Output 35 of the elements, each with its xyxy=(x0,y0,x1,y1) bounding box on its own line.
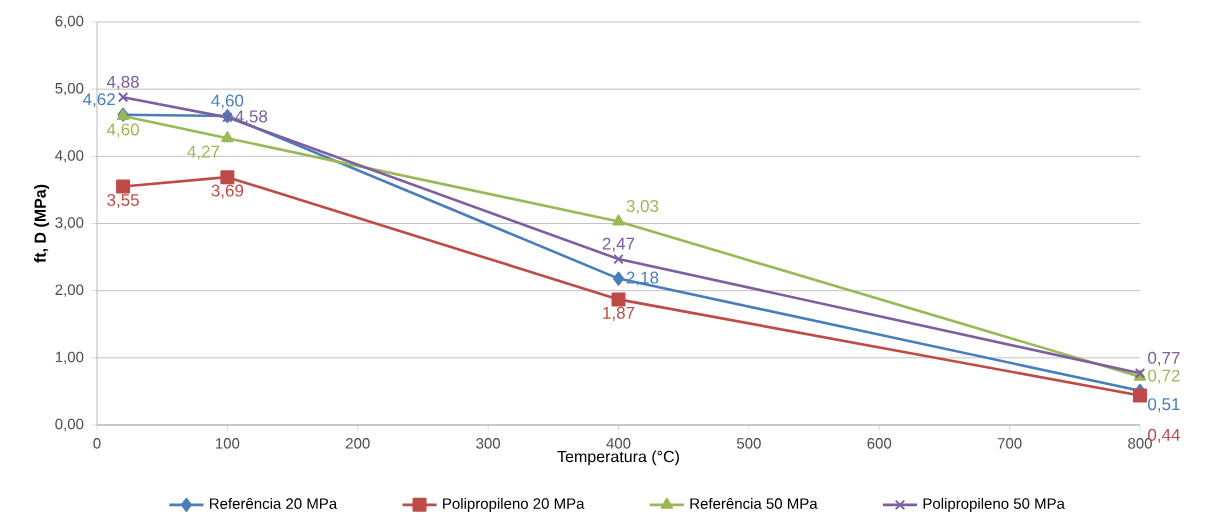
x-tick-label: 700 xyxy=(997,438,1022,449)
x-axis-title: Temperatura (°C) xyxy=(557,450,679,466)
y-tick-label: 0,00 xyxy=(55,418,84,432)
data-label: 3,69 xyxy=(211,184,244,199)
data-label: 1,87 xyxy=(603,306,635,321)
data-label: 0,72 xyxy=(1148,369,1180,384)
data-label: 4,58 xyxy=(235,110,268,125)
y-tick-label: 2,00 xyxy=(55,284,84,297)
x-tick-label: 300 xyxy=(476,438,501,449)
data-label: 0,51 xyxy=(1148,398,1180,413)
x-tick-label: 600 xyxy=(867,438,892,449)
y-tick-label: 1,00 xyxy=(55,351,84,365)
data-label: 0,77 xyxy=(1148,351,1180,366)
data-label: 2,47 xyxy=(602,237,635,252)
legend-label: Referência 20 MPa xyxy=(209,497,338,509)
data-label: 3,03 xyxy=(626,200,659,215)
data-label: 4,62 xyxy=(82,93,115,108)
x-tick-label: 100 xyxy=(216,438,240,449)
data-label: 4,60 xyxy=(211,94,244,109)
x-tick-label: 0 xyxy=(93,438,101,449)
legend-label: Polipropileno 20 MPa xyxy=(443,497,585,512)
y-tick-label: 6,00 xyxy=(55,15,84,29)
legend-label: Polipropileno 50 MPa xyxy=(923,497,1065,512)
y-axis-title: ft, D (MPa) xyxy=(34,184,50,263)
x-tick-label: 200 xyxy=(345,438,370,449)
y-tick-label: 5,00 xyxy=(55,82,84,96)
data-label: 4,27 xyxy=(187,145,220,160)
legend-label: Referência 50 MPa xyxy=(690,497,818,509)
data-label: 4,88 xyxy=(106,75,139,90)
y-tick-label: 4,00 xyxy=(55,150,84,163)
x-tick-label: 500 xyxy=(736,438,761,449)
x-tick-label: 400 xyxy=(606,438,631,449)
data-label: 3,55 xyxy=(107,193,139,208)
data-label: 4,60 xyxy=(106,123,139,138)
y-tick-label: 3,00 xyxy=(55,217,84,230)
